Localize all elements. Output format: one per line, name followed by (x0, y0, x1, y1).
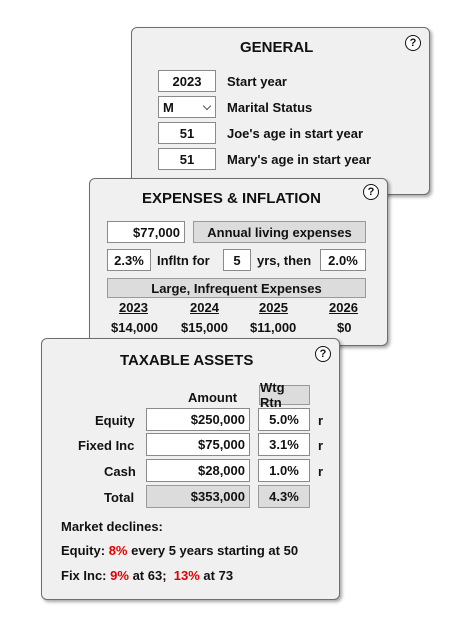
start-year-input[interactable]: 2023 (158, 70, 216, 92)
joe-age-input[interactable]: 51 (158, 122, 216, 144)
large-expenses-header: Large, Infrequent Expenses (107, 278, 366, 298)
start-year-label: Start year (227, 74, 287, 89)
total-amount: $353,000 (146, 485, 250, 508)
fix-inc-decline-suffix: at 73 (203, 568, 234, 583)
wtg-rtn-column-header: Wtg Rtn (259, 380, 310, 410)
inflation-years-input[interactable]: 5 (223, 249, 251, 271)
fix-inc-decline-pct-2: 13% (173, 568, 200, 583)
expenses-panel: EXPENSES & INFLATION ? $77,000 Annual li… (89, 178, 388, 346)
living-expenses-label: Annual living expenses (193, 221, 366, 243)
large-expense-amount[interactable]: $0 (337, 320, 352, 335)
marital-status-value: M (163, 99, 174, 115)
help-icon[interactable]: ? (405, 35, 421, 51)
help-icon[interactable]: ? (363, 184, 379, 200)
joe-age-label: Joe's age in start year (227, 126, 364, 141)
large-expense-amount[interactable]: $11,000 (250, 320, 297, 335)
fixed-inc-rtn: 3.1% (258, 433, 310, 456)
fix-inc-decline-mid: at 63; (132, 568, 167, 583)
equity-rtn: 5.0% (258, 408, 310, 431)
fix-inc-decline-prefix: Fix Inc: (61, 568, 107, 583)
fix-inc-decline-line: Fix Inc: 9% at 63; 13% at 73 (61, 568, 233, 583)
inflation-input[interactable]: 2.3% (107, 249, 151, 271)
living-expenses-input[interactable]: $77,000 (107, 221, 185, 243)
market-declines-label: Market declines: (61, 519, 163, 534)
mary-age-label: Mary's age in start year (227, 152, 371, 167)
general-panel: GENERAL ? 2023 Start year M Marital Stat… (131, 27, 430, 195)
cash-rtn: 1.0% (258, 459, 310, 482)
expenses-title: EXPENSES & INFLATION (142, 190, 321, 207)
help-icon[interactable]: ? (315, 346, 331, 362)
marital-status-select[interactable]: M (158, 96, 216, 118)
fixed-inc-label: Fixed Inc (78, 438, 135, 453)
marital-status-label: Marital Status (227, 100, 313, 115)
fixed-inc-amount-input[interactable]: $75,000 (146, 433, 250, 456)
assets-title: TAXABLE ASSETS (120, 352, 254, 369)
large-expense-year: 2023 (119, 300, 148, 315)
large-expense-amount[interactable]: $15,000 (181, 320, 228, 335)
equity-decline-line: Equity: 8% every 5 years starting at 50 (61, 543, 298, 558)
equity-decline-pct: 8% (108, 543, 128, 558)
large-expense-year: 2026 (329, 300, 358, 315)
assets-panel: TAXABLE ASSETS ? Amount Wtg Rtn Equity $… (41, 338, 340, 600)
chevron-down-icon (202, 101, 212, 111)
equity-flag: r (318, 413, 324, 428)
fixed-inc-flag: r (318, 438, 324, 453)
large-expense-year: 2024 (190, 300, 219, 315)
total-rtn: 4.3% (258, 485, 310, 508)
inflation-for-label: Infltn for (157, 253, 210, 268)
amount-column-header: Amount (188, 390, 238, 405)
later-inflation-input[interactable]: 2.0% (320, 249, 366, 271)
equity-label: Equity (95, 413, 135, 428)
yrs-then-label: yrs, then (257, 253, 312, 268)
large-expense-amount[interactable]: $14,000 (111, 320, 158, 335)
general-title: GENERAL (240, 39, 314, 56)
fix-inc-decline-pct-1: 9% (110, 568, 129, 583)
cash-amount-input[interactable]: $28,000 (146, 459, 250, 482)
large-expense-year: 2025 (259, 300, 288, 315)
equity-decline-suffix: every 5 years starting at 50 (131, 543, 299, 558)
cash-flag: r (318, 464, 324, 479)
total-label: Total (104, 490, 135, 505)
cash-label: Cash (104, 464, 136, 479)
equity-amount-input[interactable]: $250,000 (146, 408, 250, 431)
mary-age-input[interactable]: 51 (158, 148, 216, 170)
equity-decline-prefix: Equity: (61, 543, 106, 558)
